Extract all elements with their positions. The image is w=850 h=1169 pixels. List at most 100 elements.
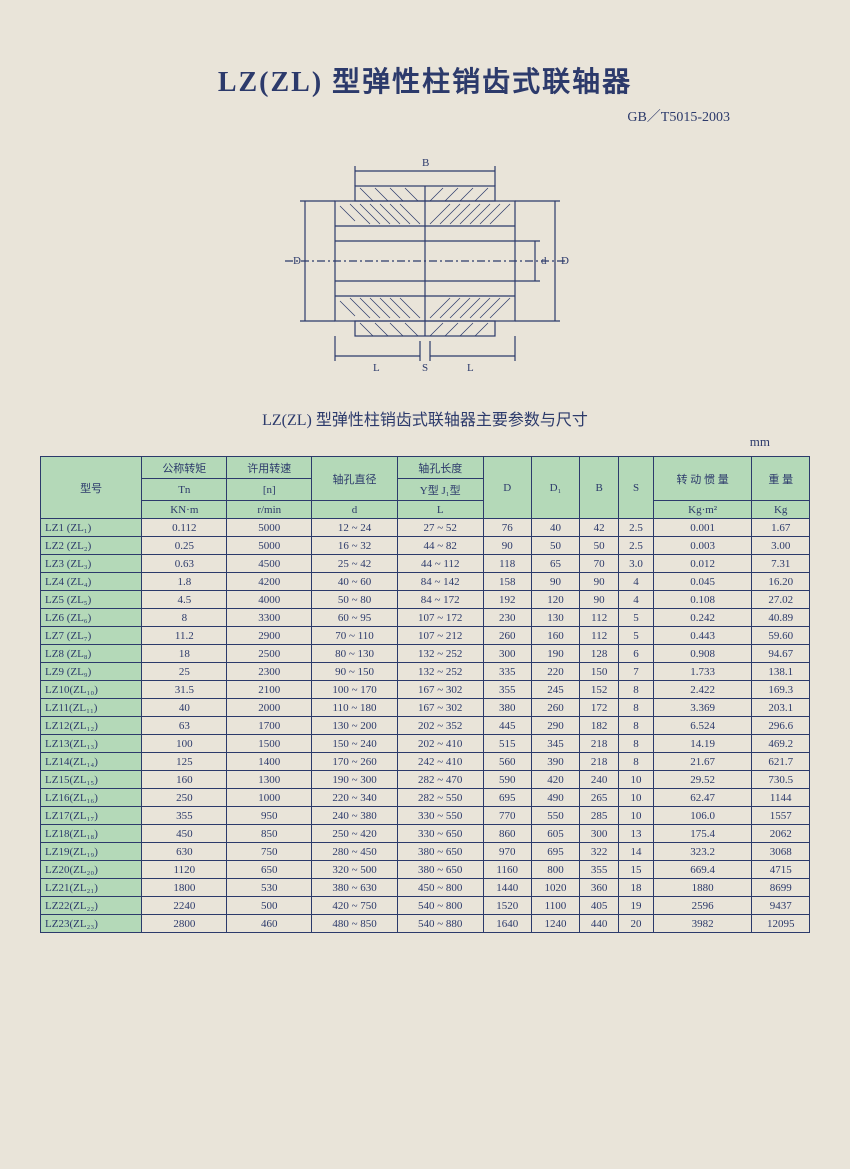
table-row: LZ7 (ZL₇)11.2290070 ~ 110107 ~ 212260160… bbox=[41, 627, 810, 645]
col-borelen: 轴孔长度 bbox=[397, 457, 483, 479]
dim-L2: L bbox=[467, 362, 474, 374]
cell-tn: 4.5 bbox=[142, 591, 227, 609]
cell-W: 1557 bbox=[752, 807, 810, 825]
dim-d: d bbox=[541, 255, 547, 267]
cell-tn: 355 bbox=[142, 807, 227, 825]
col-torque-sym: Tn bbox=[142, 479, 227, 501]
cell-D1: 120 bbox=[531, 591, 579, 609]
table-row: LZ15(ZL₁₅)1601300190 ~ 300282 ~ 47059042… bbox=[41, 771, 810, 789]
cell-m: LZ22(ZL₂₂) bbox=[41, 897, 142, 915]
col-bore-sym: d bbox=[312, 501, 398, 519]
cell-d: 90 ~ 150 bbox=[312, 663, 398, 681]
cell-D1: 245 bbox=[531, 681, 579, 699]
cell-S: 14 bbox=[619, 843, 654, 861]
cell-d: 150 ~ 240 bbox=[312, 735, 398, 753]
cell-W: 12095 bbox=[752, 915, 810, 933]
cell-W: 730.5 bbox=[752, 771, 810, 789]
cell-d: 40 ~ 60 bbox=[312, 573, 398, 591]
table-row: LZ3 (ZL₃)0.63450025 ~ 4244 ~ 11211865703… bbox=[41, 555, 810, 573]
cell-n: 950 bbox=[227, 807, 312, 825]
cell-m: LZ6 (ZL₆) bbox=[41, 609, 142, 627]
cell-I: 0.003 bbox=[653, 537, 752, 555]
table-row: LZ13(ZL₁₃)1001500150 ~ 240202 ~ 41051534… bbox=[41, 735, 810, 753]
cell-S: 5 bbox=[619, 627, 654, 645]
cell-S: 8 bbox=[619, 753, 654, 771]
col-weight: 重 量 bbox=[752, 457, 810, 501]
cell-S: 4 bbox=[619, 573, 654, 591]
cell-W: 7.31 bbox=[752, 555, 810, 573]
cell-B: 440 bbox=[580, 915, 619, 933]
cell-I: 3982 bbox=[653, 915, 752, 933]
cell-n: 5000 bbox=[227, 519, 312, 537]
cell-tn: 40 bbox=[142, 699, 227, 717]
cell-W: 469.2 bbox=[752, 735, 810, 753]
cell-d: 130 ~ 200 bbox=[312, 717, 398, 735]
cell-S: 8 bbox=[619, 717, 654, 735]
cell-tn: 18 bbox=[142, 645, 227, 663]
cell-d: 16 ~ 32 bbox=[312, 537, 398, 555]
table-row: LZ5 (ZL₅)4.5400050 ~ 8084 ~ 172192120904… bbox=[41, 591, 810, 609]
cell-n: 1700 bbox=[227, 717, 312, 735]
standard-code: GB／T5015-2003 bbox=[40, 106, 730, 126]
cell-m: LZ18(ZL₁₈) bbox=[41, 825, 142, 843]
cell-m: LZ15(ZL₁₅) bbox=[41, 771, 142, 789]
cell-l: 44 ~ 112 bbox=[397, 555, 483, 573]
cell-m: LZ14(ZL₁₄) bbox=[41, 753, 142, 771]
cell-D1: 1020 bbox=[531, 879, 579, 897]
cell-W: 203.1 bbox=[752, 699, 810, 717]
cell-I: 2.422 bbox=[653, 681, 752, 699]
cell-tn: 1120 bbox=[142, 861, 227, 879]
col-B: B bbox=[580, 457, 619, 519]
cell-l: 282 ~ 550 bbox=[397, 789, 483, 807]
cell-I: 0.012 bbox=[653, 555, 752, 573]
cell-D1: 345 bbox=[531, 735, 579, 753]
cell-n: 650 bbox=[227, 861, 312, 879]
cell-I: 669.4 bbox=[653, 861, 752, 879]
cell-D1: 390 bbox=[531, 753, 579, 771]
cell-D: 1440 bbox=[483, 879, 531, 897]
cell-tn: 0.63 bbox=[142, 555, 227, 573]
cell-I: 0.108 bbox=[653, 591, 752, 609]
cell-D: 590 bbox=[483, 771, 531, 789]
cell-n: 2500 bbox=[227, 645, 312, 663]
cell-l: 380 ~ 650 bbox=[397, 843, 483, 861]
table-row: LZ18(ZL₁₈)450850250 ~ 420330 ~ 650860605… bbox=[41, 825, 810, 843]
cell-D1: 160 bbox=[531, 627, 579, 645]
cell-m: LZ21(ZL₂₁) bbox=[41, 879, 142, 897]
cell-l: 330 ~ 550 bbox=[397, 807, 483, 825]
cell-m: LZ1 (ZL₁) bbox=[41, 519, 142, 537]
cell-D: 770 bbox=[483, 807, 531, 825]
cell-d: 25 ~ 42 bbox=[312, 555, 398, 573]
cell-W: 8699 bbox=[752, 879, 810, 897]
cell-n: 2000 bbox=[227, 699, 312, 717]
cell-W: 138.1 bbox=[752, 663, 810, 681]
table-row: LZ4 (ZL₄)1.8420040 ~ 6084 ~ 142158909040… bbox=[41, 573, 810, 591]
cell-S: 18 bbox=[619, 879, 654, 897]
cell-l: 132 ~ 252 bbox=[397, 645, 483, 663]
cell-B: 70 bbox=[580, 555, 619, 573]
cell-n: 3300 bbox=[227, 609, 312, 627]
cell-W: 3.00 bbox=[752, 537, 810, 555]
col-D: D bbox=[483, 457, 531, 519]
cell-D: 695 bbox=[483, 789, 531, 807]
cell-S: 8 bbox=[619, 681, 654, 699]
cell-B: 218 bbox=[580, 735, 619, 753]
cell-l: 242 ~ 410 bbox=[397, 753, 483, 771]
table-row: LZ8 (ZL₈)18250080 ~ 130132 ~ 25230019012… bbox=[41, 645, 810, 663]
cell-m: LZ20(ZL₂₀) bbox=[41, 861, 142, 879]
cell-D: 90 bbox=[483, 537, 531, 555]
cell-tn: 250 bbox=[142, 789, 227, 807]
cell-I: 1.733 bbox=[653, 663, 752, 681]
cell-I: 106.0 bbox=[653, 807, 752, 825]
cell-B: 112 bbox=[580, 609, 619, 627]
cell-B: 285 bbox=[580, 807, 619, 825]
col-speed: 许用转速 bbox=[227, 457, 312, 479]
cell-d: 380 ~ 630 bbox=[312, 879, 398, 897]
cell-D1: 40 bbox=[531, 519, 579, 537]
cell-B: 405 bbox=[580, 897, 619, 915]
cell-D: 515 bbox=[483, 735, 531, 753]
cell-D: 560 bbox=[483, 753, 531, 771]
cell-n: 4200 bbox=[227, 573, 312, 591]
cell-W: 27.02 bbox=[752, 591, 810, 609]
dim-S: S bbox=[422, 362, 428, 374]
